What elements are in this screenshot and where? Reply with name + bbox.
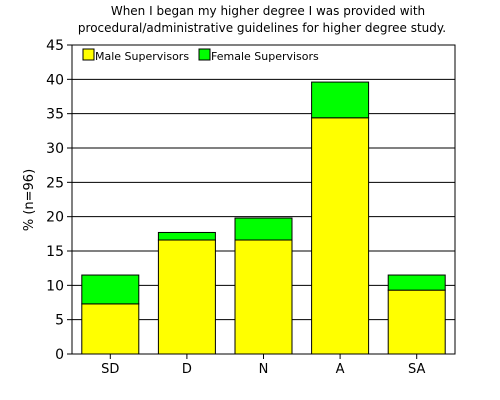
chart-title-line-2: procedural/administrative guidelines for… <box>78 21 446 35</box>
y-tick-label: 35 <box>46 107 64 123</box>
y-tick-label: 15 <box>46 244 64 260</box>
bar-male-supervisors-sa <box>387 289 446 355</box>
y-tick-label: 40 <box>46 72 64 88</box>
bar-male-supervisors-d <box>157 239 216 355</box>
bar-male-supervisors-n <box>234 239 293 355</box>
y-axis-label: % (n=96) <box>22 169 37 231</box>
chart-title-line-1: When I began my higher degree I was prov… <box>111 4 425 18</box>
x-tick-label: SA <box>408 362 425 377</box>
y-tick-label: 10 <box>46 278 64 294</box>
x-tick-label: SD <box>101 362 119 377</box>
y-tick-label: 30 <box>46 141 64 157</box>
y-tick-label: 45 <box>46 38 64 54</box>
bar-male-supervisors-sd <box>81 303 140 355</box>
y-tick-label: 20 <box>46 210 64 226</box>
x-tick-label: D <box>182 362 192 377</box>
y-tick-label: 25 <box>46 175 64 191</box>
legend: Male Supervisors Female Supervisors <box>82 48 319 63</box>
bars <box>81 81 446 355</box>
bar-female-supervisors-a <box>311 81 370 119</box>
bar-female-supervisors-n <box>234 217 293 241</box>
legend-label: Female Supervisors <box>211 50 319 63</box>
bar-male-supervisors-a <box>311 117 370 355</box>
y-axis: 0 5 10 15 20 25 30 35 40 45 <box>46 38 72 363</box>
x-tick-label: A <box>336 362 345 377</box>
y-tick-label: 0 <box>55 347 64 363</box>
bar-female-supervisors-d <box>157 231 216 241</box>
y-tick-label: 5 <box>55 313 64 329</box>
x-axis: SD D N A SA <box>101 354 425 377</box>
x-tick-label: N <box>259 362 269 377</box>
legend-label: Male Supervisors <box>95 50 189 63</box>
bar-female-supervisors-sa <box>387 274 446 291</box>
legend-swatch <box>82 48 95 61</box>
legend-swatch <box>198 48 211 61</box>
bar-female-supervisors-sd <box>81 274 140 305</box>
